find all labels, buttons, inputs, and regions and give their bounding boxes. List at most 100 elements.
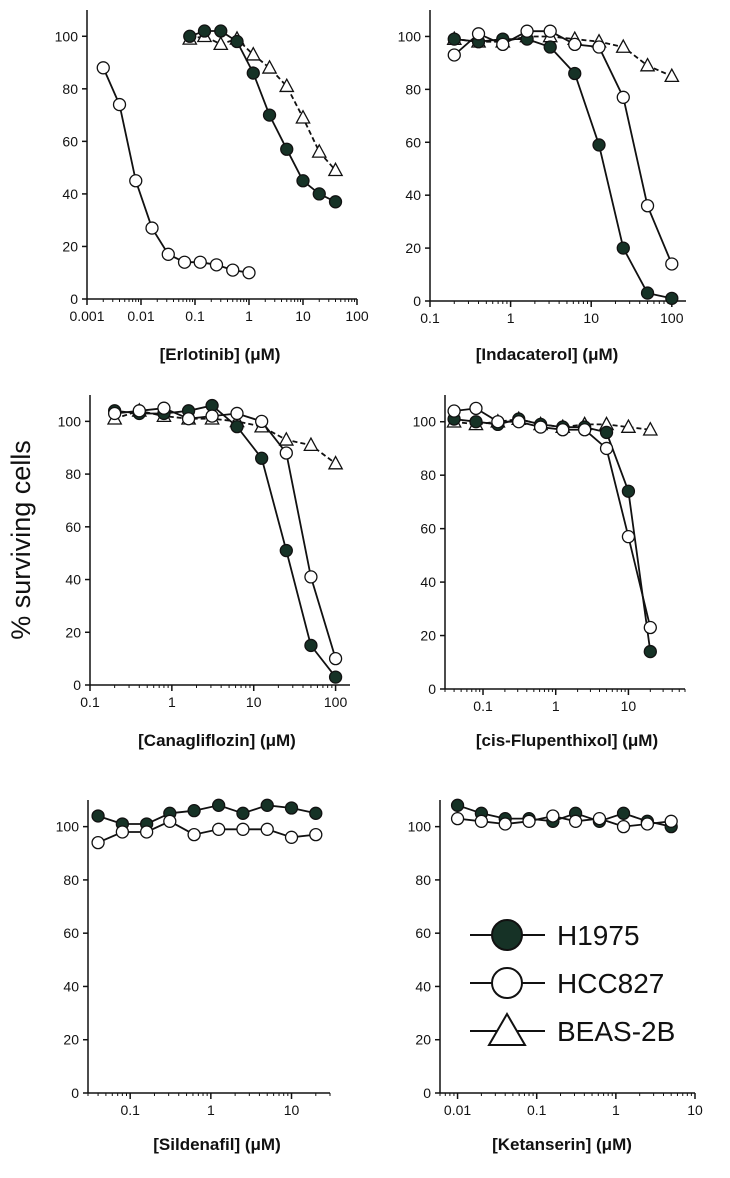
series-line-hcc827	[102, 67, 250, 274]
data-point-h1975	[255, 451, 269, 465]
data-point-hcc827	[520, 24, 534, 38]
series-h1975	[183, 24, 343, 209]
data-point-hcc827	[177, 255, 192, 269]
data-point-h1975	[616, 806, 631, 820]
series-line-hcc827	[453, 407, 652, 628]
data-point-h1975	[592, 138, 606, 152]
data-point-hcc827	[447, 48, 461, 62]
legend-entry-h1975: H1975	[470, 919, 640, 951]
data-point-h1975	[246, 66, 260, 80]
data-point-h1975	[262, 108, 277, 122]
data-point-beas-2b	[639, 57, 656, 72]
data-point-h1975	[230, 419, 244, 434]
data-point-hcc827	[533, 420, 548, 434]
data-point-hcc827	[236, 822, 250, 836]
x-tick-label: 0.01	[127, 308, 154, 324]
data-point-hcc827	[205, 409, 219, 423]
figure-y-axis-label: % surviving cells	[6, 440, 36, 640]
data-point-hcc827	[255, 414, 269, 429]
legend: H1975 HCC827 BEAS-2B	[470, 919, 675, 1047]
y-tick-label: 100	[56, 819, 80, 835]
data-point-beas-2b	[664, 67, 680, 83]
y-tick-label: 100	[413, 414, 437, 430]
y-tick-label: 40	[420, 574, 436, 590]
data-point-hcc827	[522, 814, 536, 828]
series-line-beas-2b	[114, 409, 337, 465]
series-line-h1975	[114, 404, 337, 678]
data-point-h1975	[621, 484, 636, 498]
series-line-beas-2b	[189, 35, 337, 171]
data-point-hcc827	[112, 97, 127, 112]
data-point-beas-2b	[213, 35, 229, 51]
data-point-hcc827	[546, 809, 560, 823]
series-h1975	[107, 398, 343, 684]
data-point-beas-2b	[295, 109, 311, 124]
y-tick-label: 20	[62, 238, 78, 254]
series-hcc827	[107, 401, 343, 666]
data-point-hcc827	[328, 651, 343, 666]
data-point-hcc827	[469, 401, 483, 416]
data-point-hcc827	[309, 827, 323, 842]
legend-entry-beas-2b: BEAS-2B	[470, 1012, 675, 1047]
series-line-hcc827	[97, 820, 316, 844]
data-point-h1975	[284, 801, 299, 815]
x-tick-label: 1	[507, 310, 515, 326]
y-tick-label: 60	[65, 519, 81, 535]
x-tick-label: 10	[295, 308, 311, 324]
panel-erlotinib: 0 20 40 60 80 100 0.001 0.01 0.1 1 10 100 [Erlotinib…	[55, 10, 369, 364]
x-tick-label: 0.1	[527, 1102, 547, 1118]
data-point-hcc827	[640, 199, 655, 213]
series-h1975	[91, 798, 323, 831]
data-point-h1975	[197, 24, 212, 38]
series-line-hcc827	[114, 407, 337, 659]
data-point-hcc827	[599, 441, 614, 456]
panel-ketanserin: 0 20 40 60 80 100 0.01 0.1 1 10 [Ketanserin] (μM)	[408, 798, 703, 1154]
x-tick-label: 0.1	[80, 694, 100, 710]
data-point-hcc827	[107, 406, 122, 421]
y-tick-label: 20	[65, 624, 81, 640]
data-point-hcc827	[132, 404, 146, 418]
data-point-hcc827	[450, 811, 465, 826]
x-tick-label: 1	[168, 694, 176, 710]
series-line-h1975	[453, 418, 652, 652]
x-tick-label: 0.1	[185, 308, 205, 324]
data-point-hcc827	[568, 814, 583, 828]
x-tick-label: 0.01	[444, 1102, 471, 1118]
data-point-hcc827	[181, 412, 196, 426]
panel-canagliflozin: 0 20 40 60 80 100 0.1 1 10 100 [Canagliflozin] (μM…	[58, 395, 350, 750]
y-tick-label: 0	[70, 291, 78, 307]
data-point-hcc827	[568, 37, 582, 52]
data-point-hcc827	[230, 406, 244, 421]
x-axis-label-ketanserin: [Ketanserin] (μM)	[492, 1135, 632, 1154]
data-point-hcc827	[226, 263, 240, 277]
data-point-hcc827	[145, 221, 159, 235]
data-point-hcc827	[187, 827, 201, 842]
legend-label-h1975: H1975	[557, 920, 640, 951]
series-line-hcc827	[453, 30, 673, 265]
x-tick-label: 100	[660, 310, 684, 326]
data-point-hcc827	[592, 40, 606, 54]
data-point-hcc827	[665, 257, 679, 271]
y-tick-label: 60	[415, 925, 431, 941]
data-point-h1975	[280, 142, 294, 156]
y-tick-label: 100	[55, 28, 79, 44]
series-line-beas-2b	[454, 35, 673, 77]
data-point-hcc827	[129, 174, 143, 188]
y-tick-label: 20	[63, 1032, 79, 1048]
y-tick-label: 20	[405, 240, 421, 256]
data-point-hcc827	[260, 822, 274, 836]
data-point-h1975	[447, 32, 461, 46]
data-point-beas-2b	[303, 436, 319, 451]
y-tick-label: 100	[408, 819, 432, 835]
x-tick-label: 0.1	[120, 1102, 140, 1118]
y-tick-label: 60	[420, 521, 436, 537]
panel-indacaterol: 0 20 40 60 80 100 0.1 1 10 100 [Indacaterol] (μM)	[398, 10, 686, 364]
y-tick-label: 60	[63, 925, 79, 941]
x-tick-label: 10	[687, 1102, 703, 1118]
data-point-hcc827	[640, 817, 654, 831]
data-point-beas-2b	[245, 46, 262, 61]
y-tick-label: 100	[398, 28, 422, 44]
data-point-h1975	[304, 638, 318, 653]
data-point-hcc827	[161, 247, 175, 261]
data-point-hcc827	[91, 835, 105, 850]
